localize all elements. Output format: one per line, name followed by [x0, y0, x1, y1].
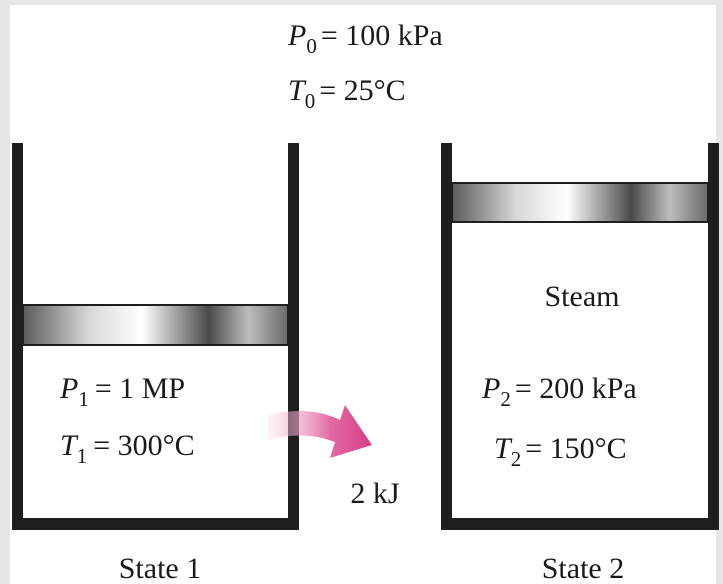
- value: = 1 MP: [95, 372, 185, 405]
- value: = 100 kPa: [321, 19, 443, 52]
- heat-arrow: [268, 405, 372, 458]
- piston: [22, 304, 289, 346]
- canvas: [10, 5, 716, 584]
- state2-pressure: P2 = 200 kPa: [481, 372, 637, 411]
- symbol: P: [481, 372, 500, 405]
- subscript: 2: [511, 447, 522, 471]
- substance-label: Steam: [545, 280, 620, 313]
- wall: [12, 143, 23, 530]
- subscript: 2: [500, 387, 511, 411]
- cylinder-1: [12, 143, 299, 530]
- ambient-pressure: P0 = 100 kPa: [287, 19, 443, 58]
- symbol: T: [60, 429, 79, 462]
- piston: [451, 182, 709, 223]
- value: = 25°C: [319, 74, 405, 107]
- state2-temperature: T2 = 150°C: [494, 432, 627, 471]
- subscript: 0: [306, 34, 317, 58]
- subscript: 1: [77, 444, 88, 468]
- value: = 150°C: [525, 432, 626, 465]
- heat-label: 2 kJ: [350, 477, 400, 510]
- state1-temperature: T1 = 300°C: [60, 429, 195, 468]
- wall: [708, 143, 719, 530]
- cylinder-2: [441, 143, 719, 530]
- ambient-temperature: T0 = 25°C: [288, 74, 406, 113]
- value: = 300°C: [93, 429, 194, 462]
- wall: [441, 143, 452, 530]
- symbol: T: [494, 432, 513, 465]
- state-label: State 1: [119, 552, 202, 584]
- symbol: T: [288, 74, 307, 107]
- subscript: 1: [78, 387, 89, 411]
- symbol: P: [59, 372, 78, 405]
- base: [441, 518, 719, 530]
- base: [12, 518, 299, 530]
- wall: [288, 143, 299, 530]
- value: = 200 kPa: [515, 372, 637, 405]
- state-label: State 2: [542, 552, 625, 584]
- state1-pressure: P1 = 1 MP: [59, 372, 185, 411]
- symbol: P: [287, 19, 306, 52]
- subscript: 0: [305, 89, 316, 113]
